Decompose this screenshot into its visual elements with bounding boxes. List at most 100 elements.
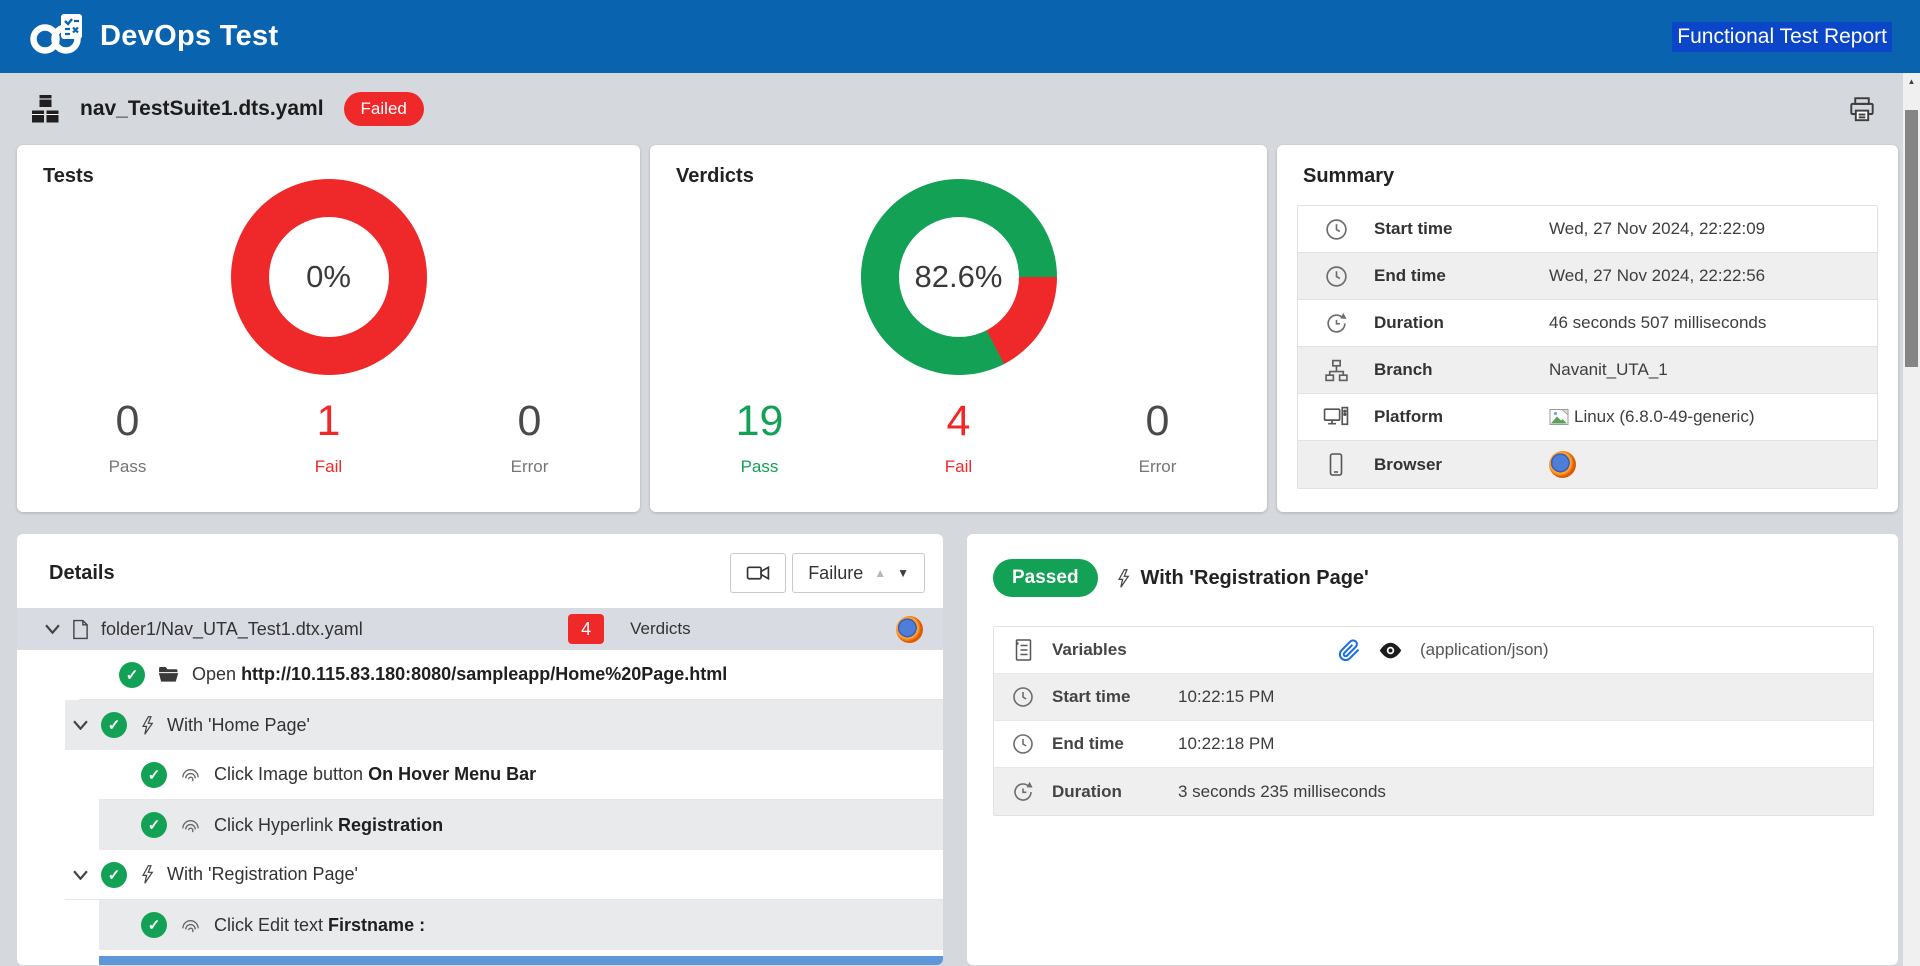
branch-icon: [1298, 358, 1374, 383]
chevron-down-icon[interactable]: [73, 720, 88, 730]
vertical-scrollbar[interactable]: ▲: [1903, 73, 1920, 966]
lightning-bolt-icon: [1116, 568, 1130, 589]
suite-name: nav_TestSuite1.dts.yaml: [80, 97, 324, 120]
suite-toolbar: nav_TestSuite1.dts.yaml Failed: [0, 73, 1920, 145]
fingerprint-icon: [180, 815, 201, 836]
sort-ascending-icon[interactable]: ▲: [874, 566, 887, 580]
tests-error-stat: 0 Error: [510, 397, 549, 476]
chevron-down-icon[interactable]: [45, 624, 60, 634]
verdicts-card-title: Verdicts: [676, 165, 754, 187]
lower-panels: Details Failure ▲ ▼: [0, 512, 1920, 965]
variables-list-icon: [994, 638, 1052, 662]
step-result-panel: Passed With 'Registration Page': [967, 534, 1898, 965]
tests-pass-stat: 0 Pass: [108, 397, 147, 476]
app-header: DevOps Test Functional Test Report: [0, 0, 1920, 73]
clock-icon: [1298, 264, 1374, 289]
verdicts-error-stat: 0 Error: [1138, 397, 1177, 476]
passed-check-icon: ✓: [141, 761, 167, 788]
result-row-end-time: End time 10:22:18 PM: [994, 721, 1873, 768]
summary-row-duration: Duration 46 seconds 507 milliseconds: [1298, 300, 1877, 347]
tree-row-partially-visible[interactable]: [99, 956, 943, 965]
passed-check-icon: ✓: [141, 912, 167, 938]
result-row-duration: Duration 3 seconds 235 milliseconds: [994, 768, 1873, 815]
firefox-icon: [1549, 451, 1576, 478]
tests-fail-stat: 1 Fail: [314, 397, 343, 476]
lightning-bolt-icon: [140, 715, 154, 736]
fingerprint-icon: [180, 764, 201, 785]
verdicts-stats: 19 Pass 4 Fail 0 Error: [650, 397, 1267, 477]
summary-row-browser: Browser: [1298, 441, 1877, 488]
tree-row-click-edit-text[interactable]: ✓ Click Edit text Firstname :: [99, 900, 943, 950]
summary-row-platform: Platform Linux (6.8.0-49-generic): [1298, 394, 1877, 441]
summary-table: Start time Wed, 27 Nov 2024, 22:22:09 En…: [1297, 205, 1878, 489]
clock-icon: [994, 685, 1052, 709]
tree-row-test-file[interactable]: folder1/Nav_UTA_Test1.dtx.yaml 4 Verdict…: [17, 608, 943, 650]
step-result-table: Variables (application/js: [993, 626, 1874, 816]
tree-row-click-hyperlink[interactable]: ✓ Click Hyperlink Registration: [99, 800, 943, 850]
history-icon: [1298, 311, 1374, 336]
passed-check-icon: ✓: [119, 661, 145, 688]
summary-card: Summary Start time Wed, 27 Nov 2024, 22:…: [1277, 145, 1898, 512]
scrollbar-thumb[interactable]: [1905, 110, 1918, 367]
print-button[interactable]: [1848, 96, 1876, 123]
clock-icon: [994, 732, 1052, 756]
platform-icon: [1298, 405, 1374, 430]
passed-status-badge: Passed: [993, 559, 1098, 597]
sort-descending-icon[interactable]: ▼: [897, 566, 909, 580]
folder-open-icon: [158, 666, 179, 683]
tree-row-click-image-button[interactable]: ✓ Click Image button On Hover Menu Bar: [99, 750, 943, 800]
devops-test-logo-icon: [28, 12, 86, 62]
broken-image-icon: [1549, 408, 1570, 426]
summary-cards: Tests 0% 0 Pass 1 Fail 0 Error Verdicts: [0, 145, 1920, 512]
details-title: Details: [49, 561, 115, 584]
history-icon: [994, 780, 1052, 804]
brand: DevOps Test: [28, 12, 278, 62]
attachment-paperclip-icon[interactable]: [1338, 638, 1361, 662]
test-suite-icon: [30, 94, 60, 124]
tree-row-open-url[interactable]: ✓ Open http://10.115.83.180:8080/samplea…: [79, 650, 943, 700]
verdicts-percent: 82.6%: [898, 217, 1019, 337]
variables-content-type: (application/json): [1420, 640, 1549, 659]
tests-stats: 0 Pass 1 Fail 0 Error: [17, 397, 640, 477]
summary-card-title: Summary: [1303, 165, 1395, 187]
verdict-filter-dropdown[interactable]: Failure ▲ ▼: [792, 553, 925, 593]
firefox-icon: [895, 615, 923, 643]
mobile-device-icon: [1298, 452, 1374, 477]
result-row-start-time: Start time 10:22:15 PM: [994, 674, 1873, 721]
functional-test-report-link[interactable]: Functional Test Report: [1672, 21, 1892, 52]
passed-check-icon: ✓: [101, 861, 127, 888]
tests-card-title: Tests: [43, 165, 94, 187]
summary-row-end-time: End time Wed, 27 Nov 2024, 22:22:56: [1298, 253, 1877, 300]
passed-check-icon: ✓: [101, 712, 127, 738]
fingerprint-icon: [180, 915, 201, 936]
verdicts-fail-stat: 4 Fail: [944, 397, 973, 476]
failed-verdicts-count-badge: 4: [568, 614, 605, 644]
app-title: DevOps Test: [100, 20, 279, 52]
tests-donut-chart: 0%: [230, 179, 427, 375]
video-camera-icon: [746, 562, 771, 584]
eye-icon[interactable]: [1378, 638, 1403, 663]
summary-row-branch: Branch Navanit_UTA_1: [1298, 347, 1877, 394]
scrollbar-up-arrow-icon[interactable]: ▲: [1907, 76, 1916, 86]
test-file-name: folder1/Nav_UTA_Test1.dtx.yaml: [101, 618, 363, 639]
chevron-down-icon[interactable]: [73, 870, 88, 880]
passed-check-icon: ✓: [141, 812, 167, 838]
tree-row-with-home-page[interactable]: ✓ With 'Home Page': [65, 700, 943, 750]
verdicts-donut-chart: 82.6%: [860, 179, 1057, 375]
summary-row-start-time: Start time Wed, 27 Nov 2024, 22:22:09: [1298, 206, 1877, 253]
result-row-variables: Variables (application/js: [994, 627, 1873, 674]
lightning-bolt-icon: [140, 864, 154, 885]
tests-percent: 0%: [268, 217, 389, 337]
verdicts-label: Verdicts: [630, 619, 691, 638]
file-icon: [72, 619, 89, 640]
details-panel: Details Failure ▲ ▼: [17, 534, 943, 965]
video-filter-button[interactable]: [730, 553, 787, 593]
tree-row-with-registration-page[interactable]: ✓ With 'Registration Page': [65, 850, 943, 900]
step-result-title: With 'Registration Page': [1140, 566, 1369, 589]
tests-card: Tests 0% 0 Pass 1 Fail 0 Error: [17, 145, 640, 512]
suite-status-badge: Failed: [343, 92, 424, 126]
verdicts-card: Verdicts 82.6% 19 Pass 4 Fail 0 Error: [650, 145, 1267, 512]
verdicts-pass-stat: 19 Pass: [735, 397, 784, 476]
filter-selected-value: Failure: [808, 562, 864, 583]
clock-icon: [1298, 217, 1374, 242]
